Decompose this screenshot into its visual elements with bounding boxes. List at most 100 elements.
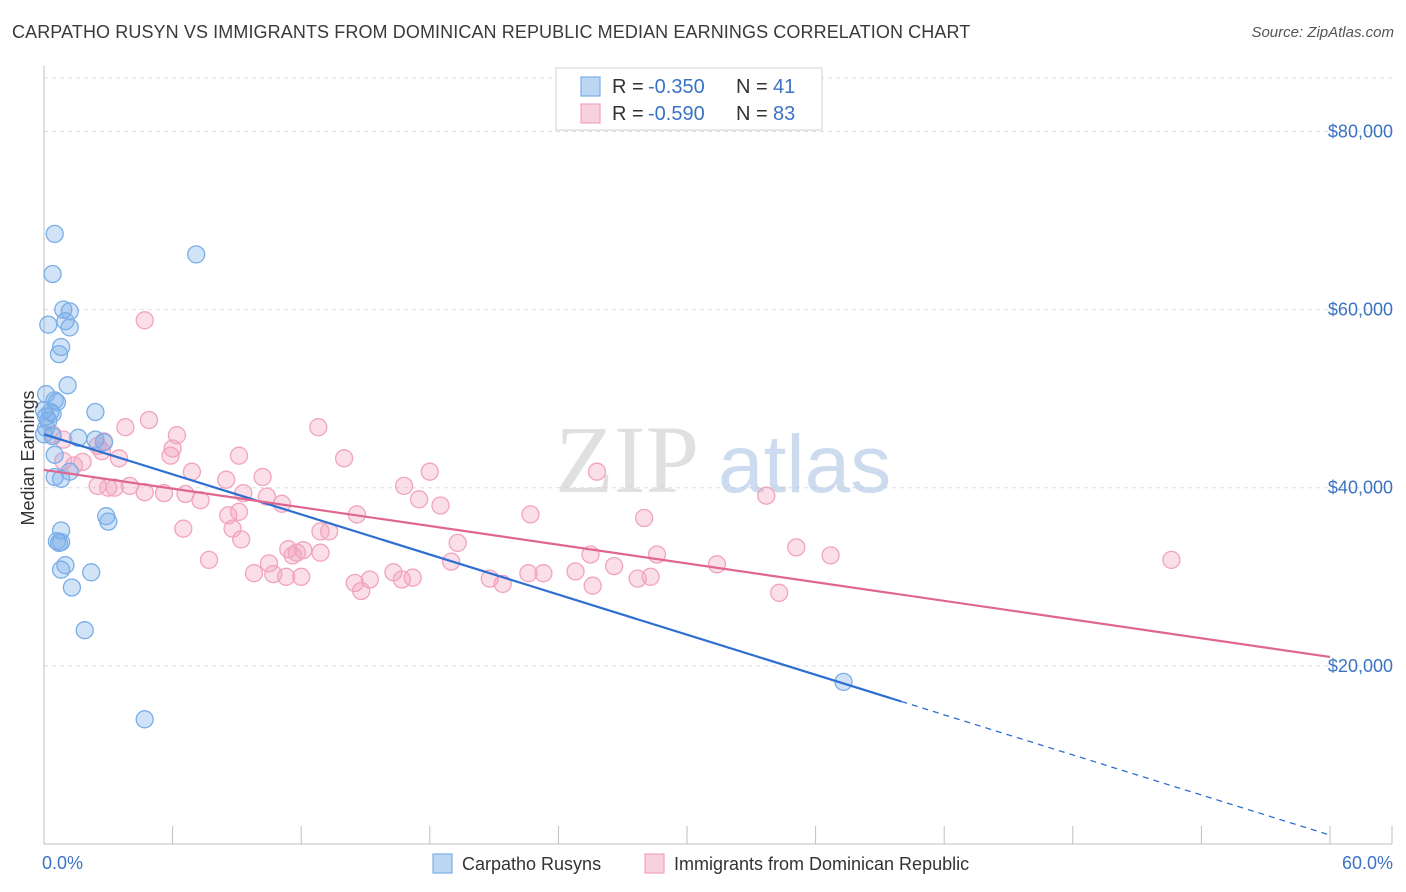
y-tick-label-2: $60,000 <box>1328 300 1393 320</box>
point-series1-18 <box>420 462 439 481</box>
bottom-legend-label-1: Immigrants from Dominican Republic <box>674 854 969 874</box>
point-series1-41 <box>757 486 776 505</box>
chart-title: CARPATHO RUSYN VS IMMIGRANTS FROM DOMINI… <box>12 22 971 42</box>
legend-r-label-0: R = <box>612 76 644 98</box>
legend: R = -0.350 N = 41 R = -0.590 N = 83 <box>555 67 823 131</box>
legend-swatch-0 <box>580 76 601 97</box>
point-series1-39 <box>521 505 540 524</box>
point-series0-38 <box>82 563 101 582</box>
trend-line-series1 <box>43 468 1331 659</box>
y-tick-label-0: $20,000 <box>1328 656 1393 676</box>
x-tick-label-min: 0.0% <box>42 853 83 873</box>
bottom-legend-label-0: Carpatho Rusyns <box>462 854 601 874</box>
point-series0-1 <box>43 264 62 284</box>
bottom-legend-swatch-1 <box>644 853 665 874</box>
data-points <box>34 224 1181 729</box>
watermark: ZIP atlas <box>555 406 891 513</box>
point-series0-3 <box>54 300 73 319</box>
y-axis-title: Median Earnings <box>18 390 38 525</box>
legend-r-value-0: -0.350 <box>648 76 705 98</box>
point-series1-46 <box>448 533 467 553</box>
point-series1-19 <box>587 462 607 481</box>
point-series0-35 <box>51 532 71 552</box>
bottom-legend: Carpatho Rusyns Immigrants from Dominican… <box>432 853 969 874</box>
point-series1-40 <box>634 508 654 528</box>
point-series0-9 <box>51 337 71 357</box>
source-credit: Source: ZipAtlas.com <box>1251 24 1394 41</box>
point-series0-29 <box>51 469 71 488</box>
point-series0-8 <box>49 344 69 364</box>
point-series1-11 <box>161 446 180 465</box>
point-series1-79 <box>641 567 660 586</box>
point-series1-80 <box>770 583 789 602</box>
point-series1-75 <box>403 568 422 587</box>
point-series1-4 <box>309 418 328 437</box>
point-series1-65 <box>534 564 553 583</box>
point-series1-8 <box>163 439 182 458</box>
trend-lines <box>43 433 1331 836</box>
point-series1-20 <box>253 467 272 487</box>
legend-swatch-1 <box>580 103 601 124</box>
watermark-zip: ZIP <box>555 406 699 513</box>
point-series1-37 <box>219 506 238 525</box>
legend-n-label-1: N = <box>736 103 768 125</box>
point-series1-22 <box>394 476 414 496</box>
point-series0-31 <box>99 512 118 531</box>
point-series1-32 <box>409 490 429 509</box>
point-series1-81 <box>1162 550 1181 570</box>
point-series1-13 <box>334 449 354 468</box>
point-series1-42 <box>174 519 193 538</box>
point-series1-77 <box>583 576 602 595</box>
point-series1-69 <box>292 567 311 586</box>
point-series1-54 <box>199 550 219 570</box>
point-series0-19 <box>86 402 105 422</box>
axes <box>43 66 1393 845</box>
point-series1-59 <box>787 538 806 557</box>
point-series1-12 <box>229 446 249 465</box>
legend-n-label-0: N = <box>736 76 768 98</box>
legend-n-value-1: 83 <box>773 103 795 125</box>
point-series0-40 <box>75 621 94 640</box>
point-series1-47 <box>232 530 251 549</box>
point-series0-2 <box>187 245 206 264</box>
point-series0-4 <box>60 302 79 321</box>
point-series1-0 <box>135 311 154 330</box>
point-series1-72 <box>360 570 379 589</box>
point-series0-37 <box>51 560 71 579</box>
point-series1-58 <box>707 555 727 574</box>
point-series1-3 <box>116 418 135 437</box>
point-series1-68 <box>277 567 296 586</box>
point-series0-25 <box>94 433 114 452</box>
point-series1-51 <box>283 546 302 565</box>
point-series0-26 <box>45 445 64 464</box>
legend-n-value-0: 41 <box>773 76 795 98</box>
legend-r-value-1: -0.590 <box>648 103 705 125</box>
point-series1-64 <box>519 564 538 583</box>
x-tick-label-max: 60.0% <box>1342 853 1393 873</box>
legend-r-label-1: R = <box>612 103 644 125</box>
point-series1-60 <box>821 546 840 565</box>
point-series1-1 <box>139 410 159 430</box>
point-series1-35 <box>431 496 450 515</box>
point-series0-7 <box>60 318 79 337</box>
point-series0-5 <box>39 315 58 334</box>
trend-extension-series0 <box>901 700 1331 836</box>
point-series0-39 <box>62 578 82 597</box>
y-tick-label-1: $40,000 <box>1328 478 1393 498</box>
point-series1-62 <box>566 562 585 581</box>
trend-line-series0 <box>43 433 902 703</box>
point-series1-36 <box>229 502 249 521</box>
watermark-atlas: atlas <box>718 419 891 510</box>
point-series1-67 <box>244 564 264 583</box>
point-series1-61 <box>604 556 624 576</box>
x-tick-labels: 0.0% 60.0% <box>42 853 1393 873</box>
point-series1-25 <box>99 478 118 497</box>
point-series0-10 <box>58 376 77 395</box>
point-series0-41 <box>135 710 154 729</box>
y-tick-label-3: $80,000 <box>1328 121 1393 141</box>
point-series1-53 <box>311 543 330 562</box>
point-series0-0 <box>45 224 64 244</box>
bottom-legend-swatch-0 <box>432 853 453 874</box>
point-series1-52 <box>259 554 279 573</box>
